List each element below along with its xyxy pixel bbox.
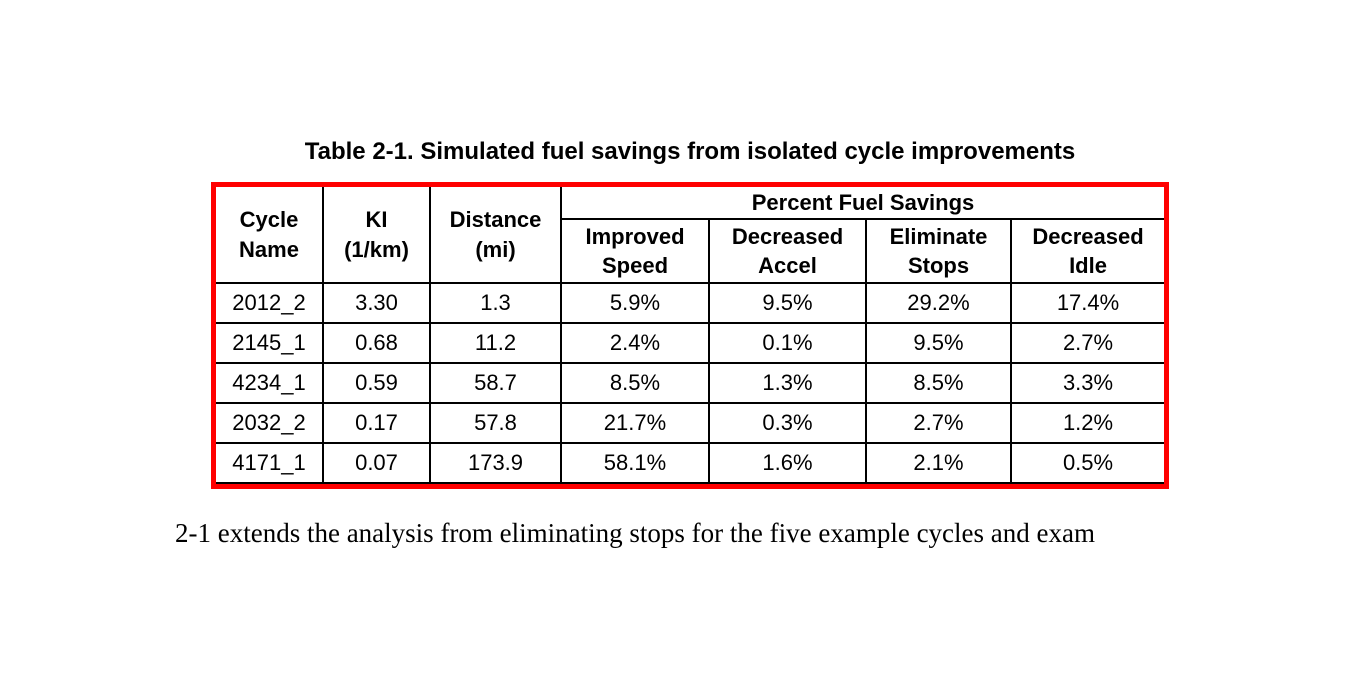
cell-cycle-name: 2032_2: [216, 403, 324, 444]
cell-ki: 0.07: [323, 443, 431, 484]
cell-distance: 57.8: [430, 403, 562, 444]
cell-ki: 0.59: [323, 363, 431, 404]
cell-improved-speed: 58.1%: [561, 443, 710, 484]
cell-eliminate-stops: 8.5%: [866, 363, 1012, 404]
cell-decreased-idle: 17.4%: [1011, 283, 1165, 324]
cell-eliminate-stops: 9.5%: [866, 323, 1012, 364]
table-row: 4234_1 0.59 58.7 8.5% 1.3% 8.5% 3.3%: [216, 363, 1165, 404]
cell-improved-speed: 2.4%: [561, 323, 710, 364]
col-header-cycle-name: Cycle Name: [216, 187, 324, 284]
col-header-ki: KI (1/km): [323, 187, 431, 284]
cell-distance: 11.2: [430, 323, 562, 364]
cell-improved-speed: 5.9%: [561, 283, 710, 324]
cell-decreased-idle: 0.5%: [1011, 443, 1165, 484]
body-text: 2-1 extends the analysis from eliminatin…: [175, 518, 1095, 548]
header-row-group: Cycle Name KI (1/km) Distance (mi) Perce…: [216, 187, 1165, 284]
cell-distance: 1.3: [430, 283, 562, 324]
table-row: 4171_1 0.07 173.9 58.1% 1.6% 2.1% 0.5%: [216, 443, 1165, 484]
cell-eliminate-stops: 2.7%: [866, 403, 1012, 444]
cell-decreased-idle: 1.2%: [1011, 403, 1165, 444]
fuel-savings-table: Cycle Name KI (1/km) Distance (mi) Perce…: [211, 182, 1170, 489]
table-caption: Table 2-1. Simulated fuel savings from i…: [304, 138, 1076, 165]
table-row: 2032_2 0.17 57.8 21.7% 0.3% 2.7% 1.2%: [216, 403, 1165, 444]
table-row: 2145_1 0.68 11.2 2.4% 0.1% 9.5% 2.7%: [216, 323, 1165, 364]
cell-improved-speed: 8.5%: [561, 363, 710, 404]
col-header-decreased-accel: Decreased Accel: [709, 219, 867, 284]
table-row: 2012_2 3.30 1.3 5.9% 9.5% 29.2% 17.4%: [216, 283, 1165, 324]
cell-cycle-name: 4171_1: [216, 443, 324, 484]
col-header-decreased-idle: Decreased Idle: [1011, 219, 1165, 284]
cell-improved-speed: 21.7%: [561, 403, 710, 444]
cell-eliminate-stops: 29.2%: [866, 283, 1012, 324]
cell-ki: 3.30: [323, 283, 431, 324]
header-row-sub: Improved Speed Decreased Accel Eliminate…: [216, 219, 1165, 284]
cell-distance: 58.7: [430, 363, 562, 404]
cell-decreased-accel: 1.3%: [709, 363, 867, 404]
col-header-eliminate-stops: Eliminate Stops: [866, 219, 1012, 284]
cell-decreased-accel: 1.6%: [709, 443, 867, 484]
cell-cycle-name: 2012_2: [216, 283, 324, 324]
cell-decreased-idle: 3.3%: [1011, 363, 1165, 404]
cell-distance: 173.9: [430, 443, 562, 484]
cell-decreased-accel: 9.5%: [709, 283, 867, 324]
cell-decreased-accel: 0.3%: [709, 403, 867, 444]
cell-cycle-name: 2145_1: [216, 323, 324, 364]
cell-eliminate-stops: 2.1%: [866, 443, 1012, 484]
cell-decreased-accel: 0.1%: [709, 323, 867, 364]
fuel-savings-table-grid: Cycle Name KI (1/km) Distance (mi) Perce…: [216, 187, 1165, 484]
col-header-improved-speed: Improved Speed: [561, 219, 710, 284]
col-header-distance: Distance (mi): [430, 187, 562, 284]
cell-ki: 0.68: [323, 323, 431, 364]
group-header-percent-fuel-savings: Percent Fuel Savings: [561, 187, 1165, 220]
cell-ki: 0.17: [323, 403, 431, 444]
cell-decreased-idle: 2.7%: [1011, 323, 1165, 364]
cell-cycle-name: 4234_1: [216, 363, 324, 404]
